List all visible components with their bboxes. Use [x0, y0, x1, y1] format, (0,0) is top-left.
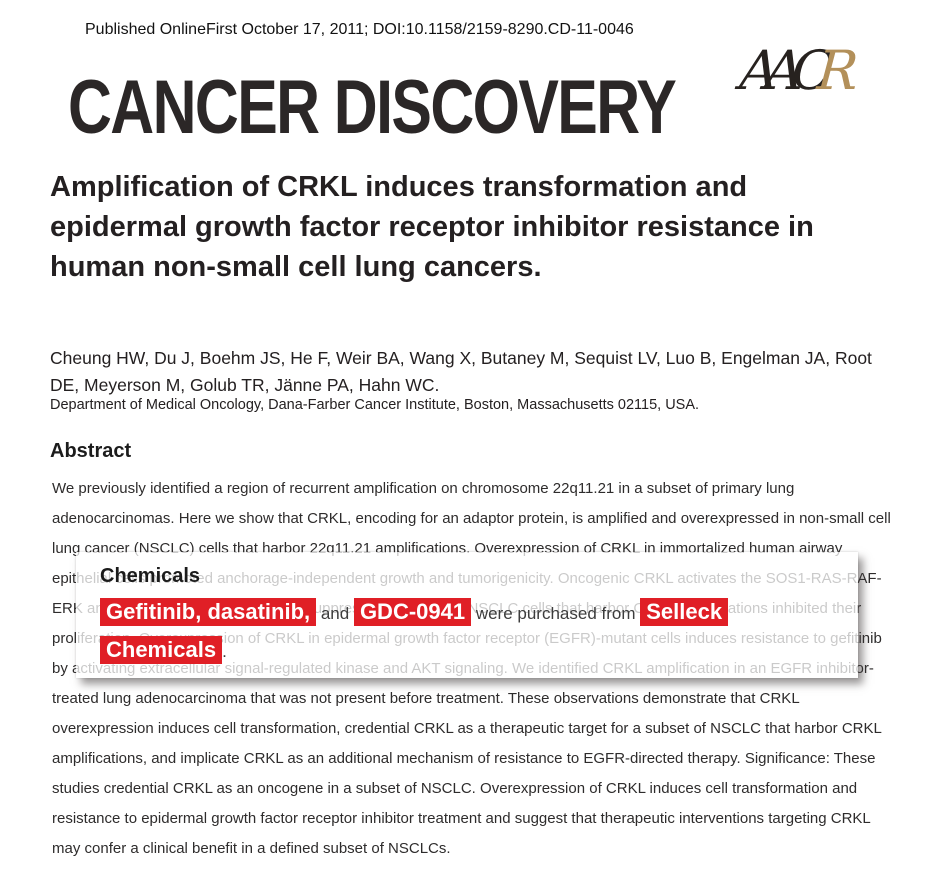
published-doi-line: Published OnlineFirst October 17, 2011; … — [85, 21, 634, 38]
plain-sentence-text: . — [222, 642, 227, 661]
aacr-logo-icon: AACR — [738, 39, 861, 102]
affiliation-line: Department of Medical Oncology, Dana-Far… — [50, 397, 700, 413]
aacr-logo-letter: R — [815, 39, 861, 102]
chemicals-popup[interactable]: Chemicals Gefitinib, dasatinib, and GDC-… — [76, 552, 858, 678]
highlighted-chemical-text: GDC-0941 — [353, 598, 472, 626]
abstract-heading: Abstract — [50, 440, 132, 462]
highlighted-chemical-text: Gefitinib, dasatinib, — [100, 598, 317, 626]
popup-sentence: Gefitinib, dasatinib, and GDC-0941 were … — [100, 594, 842, 670]
article-title: Amplification of CRKL induces transforma… — [50, 171, 814, 283]
plain-sentence-text: were purchased from — [471, 604, 641, 623]
authors-line: Cheung HW, Du J, Boehm JS, He F, Weir BA… — [50, 348, 872, 395]
popup-heading: Chemicals — [100, 565, 201, 587]
journal-title: CANCER DISCOVERY — [68, 65, 677, 150]
plain-sentence-text: and — [316, 604, 354, 623]
